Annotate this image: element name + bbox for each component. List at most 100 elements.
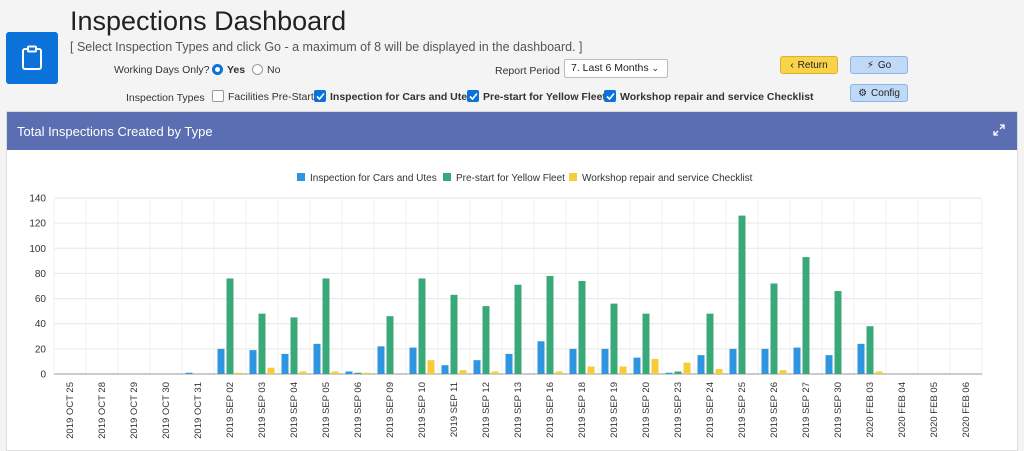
report-period-value: 7. Last 6 Months: [571, 62, 649, 74]
bar: [354, 372, 362, 374]
x-tick-label: 2019 SEP 19: [609, 382, 620, 438]
x-tick-label: 2019 SEP 18: [577, 382, 588, 438]
legend-swatch: [443, 173, 451, 181]
x-tick-label: 2019 SEP 12: [481, 382, 492, 438]
chevron-left-icon: ‹: [790, 59, 794, 71]
x-tick-label: 2019 SEP 30: [833, 382, 844, 438]
page-title: Inspections Dashboard: [70, 6, 347, 36]
type-label-workshop: Workshop repair and service Checklist: [620, 91, 814, 103]
bar: [601, 348, 609, 374]
y-tick-label: 60: [35, 294, 47, 305]
lightning-icon: ⚡︎: [866, 59, 874, 71]
x-tick-label: 2019 SEP 06: [353, 382, 364, 438]
type-checkbox-facilities[interactable]: [212, 90, 224, 102]
y-tick-label: 40: [35, 319, 47, 330]
x-tick-label: 2019 SEP 10: [417, 382, 428, 438]
type-checkbox-cars-utes[interactable]: [314, 90, 326, 102]
bar: [578, 280, 586, 374]
go-button[interactable]: ⚡︎ Go: [850, 56, 908, 74]
bar: [857, 343, 865, 374]
x-tick-label: 2019 SEP 03: [257, 382, 268, 438]
bar: [793, 347, 801, 374]
bar: [875, 371, 883, 374]
type-checkbox-workshop[interactable]: [604, 90, 616, 102]
x-tick-label: 2019 SEP 05: [321, 382, 332, 438]
x-tick-label: 2020 FEB 04: [897, 382, 908, 437]
bar-chart: 0 20 40 60 80 100 120 140 2019 OCT 25 2019 OCT 28…: [29, 173, 983, 439]
bar: [569, 348, 577, 374]
bar: [226, 278, 234, 374]
bar: [482, 306, 490, 374]
bar: [770, 283, 778, 374]
bar: [729, 348, 737, 374]
chevron-down-icon: ⌄: [651, 63, 659, 73]
x-tick-label: 2020 FEB 06: [961, 382, 972, 437]
x-tick-label: 2019 SEP 27: [801, 382, 812, 438]
x-tick-label: 2019 SEP 23: [673, 382, 684, 438]
bar: [642, 313, 650, 374]
y-tick-label: 120: [29, 219, 46, 230]
bar: [473, 360, 481, 374]
x-tick-label: 2020 FEB 05: [929, 382, 940, 437]
bar: [235, 372, 243, 374]
bar: [322, 278, 330, 374]
type-label-cars-utes: Inspection for Cars and Utes: [330, 91, 473, 103]
config-label: Config: [871, 87, 900, 99]
x-tick-label: 2019 OCT 30: [161, 382, 172, 439]
clipboard-icon: [22, 45, 42, 70]
legend-label: Inspection for Cars and Utes: [310, 173, 437, 184]
bar: [377, 346, 385, 374]
bar: [249, 350, 257, 374]
bar: [665, 372, 673, 374]
x-tick-label: 2019 SEP 26: [769, 382, 780, 438]
go-label: Go: [877, 59, 892, 71]
y-tick-label: 20: [35, 344, 47, 355]
bar: [491, 371, 499, 374]
inspection-types-label: Inspection Types: [126, 92, 205, 104]
y-tick-label: 100: [29, 244, 46, 255]
x-tick-label: 2019 SEP 13: [513, 382, 524, 438]
radio-no[interactable]: [252, 64, 263, 75]
x-tick-label: 2019 SEP 24: [705, 382, 716, 438]
bar: [386, 316, 394, 374]
bar: [610, 303, 618, 374]
radio-yes[interactable]: [212, 64, 223, 75]
bar: [587, 366, 595, 374]
bar: [427, 360, 435, 374]
x-tick-label: 2020 FEB 03: [865, 382, 876, 437]
bar: [313, 343, 321, 374]
type-label-facilities: Facilities Pre-Start: [228, 91, 314, 103]
x-tick-label: 2019 OCT 29: [129, 382, 140, 439]
legend-label: Workshop repair and service Checklist: [582, 173, 753, 184]
x-tick-label: 2019 SEP 16: [545, 382, 556, 438]
legend-label: Pre-start for Yellow Fleet: [456, 173, 565, 184]
bar: [651, 358, 659, 374]
app-logo: [6, 32, 58, 84]
x-tick-label: 2019 SEP 11: [449, 382, 460, 437]
expand-icon[interactable]: [993, 124, 1005, 136]
x-tick-label: 2019 OCT 31: [193, 382, 204, 439]
bar: [619, 366, 627, 374]
type-label-yellow-fleet: Pre-start for Yellow Fleet: [483, 91, 606, 103]
y-tick-label: 80: [35, 269, 47, 280]
bar: [706, 313, 714, 374]
type-checkbox-yellow-fleet[interactable]: [467, 90, 479, 102]
return-button[interactable]: ‹ Return: [780, 56, 838, 74]
config-button[interactable]: ⚙︎ Config: [850, 84, 908, 102]
chart-panel-header: Total Inspections Created by Type: [7, 112, 1017, 150]
chart-panel: Total Inspections Created by Type 0 20 40 6…: [6, 111, 1018, 451]
y-tick-label: 0: [40, 370, 46, 381]
bar: [418, 278, 426, 374]
bar: [825, 355, 833, 374]
bar: [258, 313, 266, 374]
bar: [761, 348, 769, 374]
report-period-select[interactable]: 7. Last 6 Months ⌄: [564, 59, 668, 78]
bar: [217, 348, 225, 374]
bar: [674, 371, 682, 374]
return-label: Return: [797, 59, 828, 71]
radio-yes-label: Yes: [227, 64, 246, 76]
bar: [697, 355, 705, 374]
bar: [185, 372, 193, 374]
bar: [459, 370, 467, 374]
bar: [299, 371, 307, 374]
